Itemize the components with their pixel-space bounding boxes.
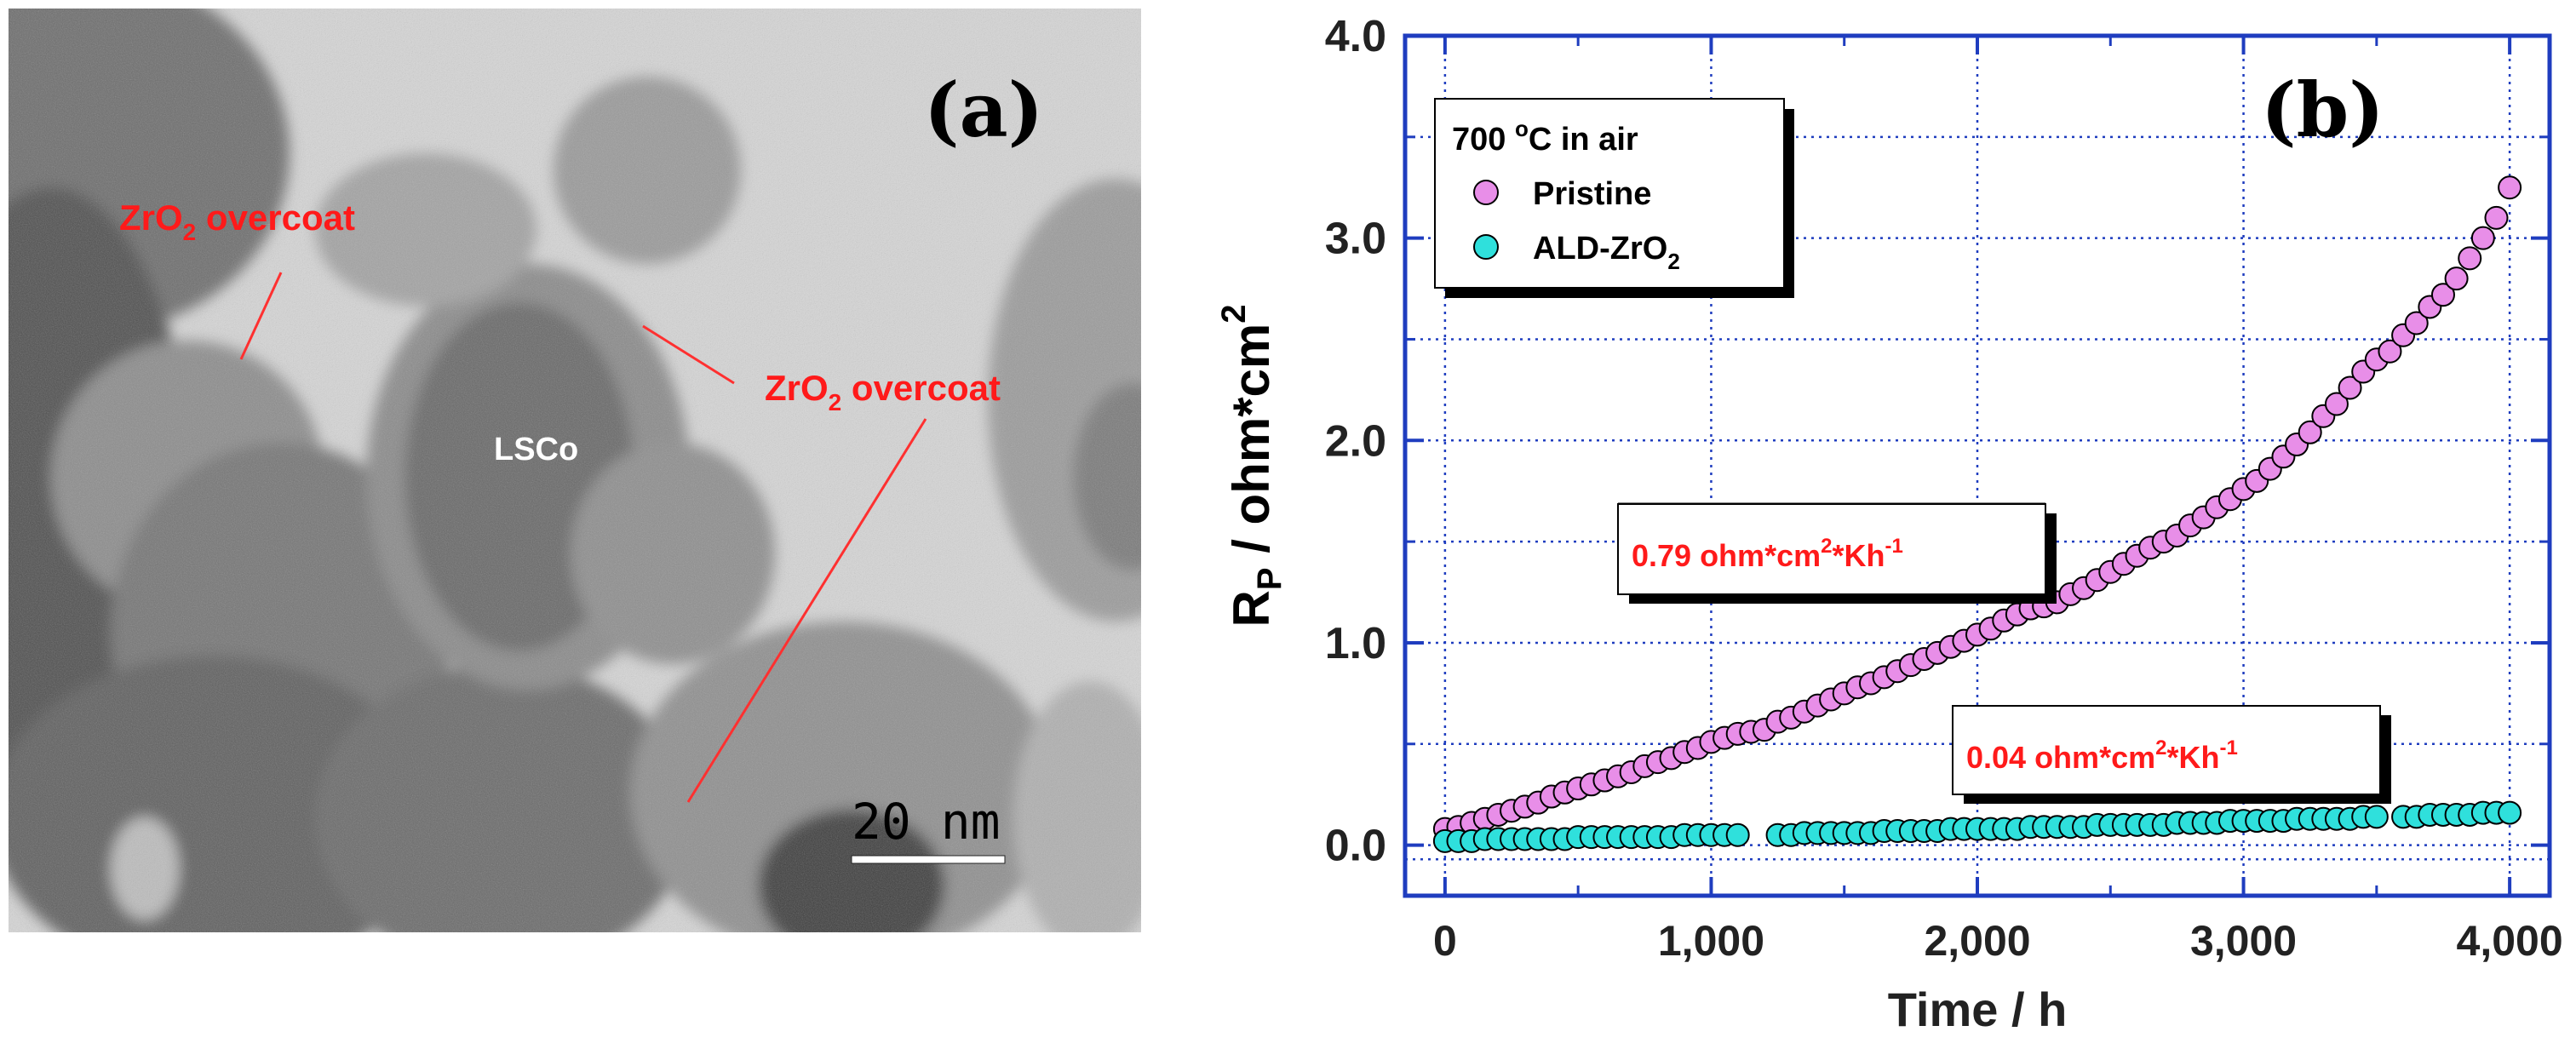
x-tick-label: 1,000 [1658, 917, 1764, 965]
legend-marker-ald [1473, 234, 1499, 260]
zro2-annotation-top: ZrO2 overcoat [119, 198, 355, 360]
data-point [2444, 266, 2469, 291]
annotation-top-text: ZrO [119, 198, 183, 238]
scale-bar-label: 20 nm [852, 793, 1001, 851]
series-pristine [1432, 175, 2522, 841]
data-point [2484, 205, 2509, 230]
y-tick-label: 4.0 [1325, 12, 1386, 61]
annotation-right-leader-upper [642, 324, 735, 385]
panel-b-chart: 0.0 1.0 2.0 3.0 4.0 0 1,000 2,000 3,000 4,000 Ti… [1215, 12, 2563, 1036]
rate-text-ald: 0.04 ohm*cm2*Kh-1 [1966, 736, 2238, 775]
zro2-annotation-right: ZrO2 overcoat [642, 324, 1001, 803]
legend: 700 oC in air Pristine ALD-ZrO2 [1434, 98, 1794, 298]
data-point [2458, 246, 2482, 271]
grid-lines [1405, 34, 2550, 896]
y-axis-label: RP / ohm*cm2 [1215, 304, 1288, 627]
annotation-right-text: ZrO [765, 368, 829, 408]
data-point [2498, 175, 2522, 200]
annotation-top-sub: 2 [183, 219, 197, 245]
y-tick-label: 2.0 [1325, 416, 1386, 466]
y-label-sup: 2 [1215, 304, 1253, 323]
annotation-right-sub: 2 [829, 389, 842, 415]
legend-title: 700 oC in air [1452, 116, 1638, 158]
x-tick-labels: 0 1,000 2,000 3,000 4,000 [1433, 917, 2563, 965]
scale-bar-line [851, 855, 1006, 864]
x-tick-label: 4,000 [2457, 917, 2563, 965]
data-series [1432, 175, 2522, 853]
rate-text-pristine: 0.79 ohm*cm2*Kh-1 [1632, 535, 1903, 573]
data-point [2498, 800, 2522, 825]
annotation-top-rest: overcoat [196, 198, 355, 238]
data-point [2430, 283, 2455, 307]
svg-text:ZrO2 overcoat: ZrO2 overcoat [119, 198, 355, 245]
data-point [2404, 311, 2429, 335]
data-point [2338, 375, 2362, 400]
x-axis-label: Time / h [1888, 983, 2068, 1036]
annotation-right-rest: overcoat [841, 368, 1001, 408]
series-ald-zro2 [1432, 800, 2522, 853]
rate-annotation-pristine: 0.79 ohm*cm2*Kh-1 [1617, 502, 2057, 604]
y-tick-label: 3.0 [1325, 215, 1386, 264]
y-label-main: R [1223, 590, 1280, 627]
scale-bar: 20 nm [851, 793, 1006, 864]
y-label-sub: P [1251, 567, 1288, 590]
legend-marker-pristine [1473, 180, 1499, 205]
x-tick-label: 3,000 [2190, 917, 2297, 965]
annotation-right-leader-lower [686, 418, 927, 803]
panel-b-label: (b) [2261, 66, 2384, 154]
legend-entry-pristine: Pristine [1533, 176, 1651, 212]
data-point [2378, 339, 2402, 364]
x-tick-label: 0 [1433, 917, 1457, 965]
annotation-top-leader [239, 272, 283, 360]
data-point [2324, 392, 2349, 416]
y-label-rest: / ohm*cm [1223, 324, 1280, 568]
rate-annotation-ald: 0.04 ohm*cm2*Kh-1 [1952, 705, 2391, 804]
y-tick-label: 1.0 [1325, 619, 1386, 668]
axis-ticks [1405, 34, 2550, 896]
y-tick-label: 0.0 [1325, 822, 1386, 871]
panel-a-micrograph: (a) ZrO2 overcoat ZrO2 overcoat LSCo 20 … [9, 9, 1141, 932]
legend-entry-ald: ALD-ZrO2 [1533, 231, 1680, 274]
data-point [2298, 420, 2322, 444]
data-point [1725, 822, 1750, 847]
panel-a-label: (a) [924, 66, 1043, 154]
data-point [2470, 226, 2495, 250]
data-point [2364, 805, 2389, 829]
x-tick-label: 2,000 [1924, 917, 2030, 965]
tem-noise [9, 9, 1141, 932]
particle-label: LSCo [494, 432, 578, 467]
y-tick-labels: 0.0 1.0 2.0 3.0 4.0 [1325, 12, 1386, 871]
svg-text:ZrO2 overcoat: ZrO2 overcoat [765, 368, 1001, 415]
